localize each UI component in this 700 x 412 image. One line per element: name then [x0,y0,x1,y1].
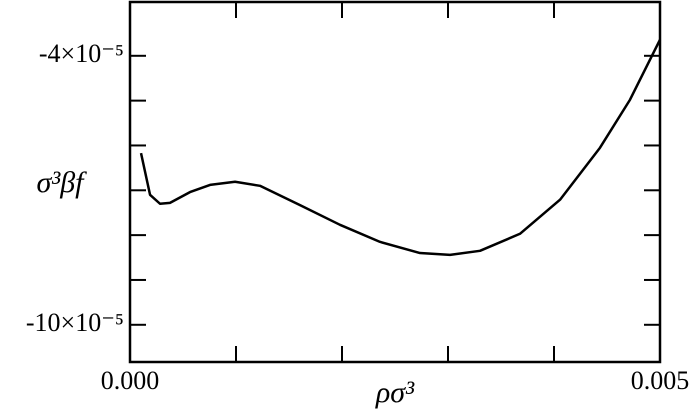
x-axis-label: ρσ³ [375,376,415,409]
x-tick-label: 0.005 [631,366,690,395]
data-line [139,39,662,257]
y-tick-label: -10×10⁻⁵ [26,308,124,337]
y-axis-label: σ³βf [36,166,87,199]
x-tick-label: 0.000 [101,366,160,395]
plot-frame [128,0,662,364]
y-tick-label: -4×10⁻⁵ [39,39,124,68]
